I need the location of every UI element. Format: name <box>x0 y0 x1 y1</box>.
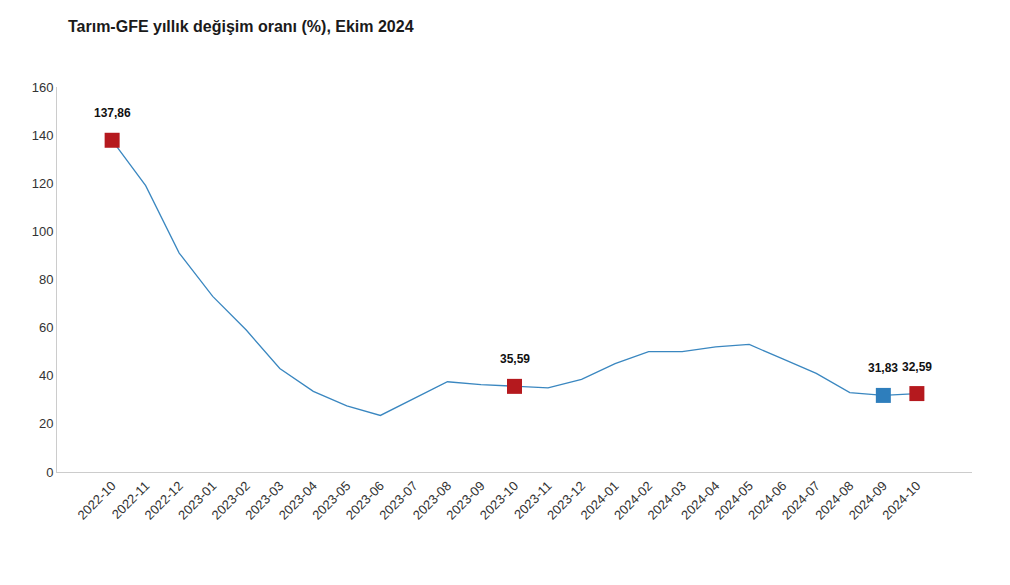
svg-text:160: 160 <box>32 80 54 95</box>
svg-text:2024-07: 2024-07 <box>779 478 823 522</box>
svg-text:2022-10: 2022-10 <box>74 478 118 522</box>
svg-text:2024-02: 2024-02 <box>611 478 655 522</box>
svg-text:140: 140 <box>32 128 54 143</box>
svg-text:120: 120 <box>32 176 54 191</box>
svg-text:2022-12: 2022-12 <box>142 478 186 522</box>
svg-text:2024-08: 2024-08 <box>812 478 856 522</box>
svg-text:2024-06: 2024-06 <box>745 478 789 522</box>
svg-text:2023-10: 2023-10 <box>477 478 521 522</box>
svg-text:35,59: 35,59 <box>500 352 530 366</box>
svg-text:137,86: 137,86 <box>94 106 131 120</box>
svg-text:40: 40 <box>39 368 53 383</box>
svg-text:2024-10: 2024-10 <box>879 478 923 522</box>
svg-text:2023-01: 2023-01 <box>175 478 219 522</box>
svg-text:2023-06: 2023-06 <box>343 478 387 522</box>
svg-text:Tarım-GFE yıllık değişim oranı: Tarım-GFE yıllık değişim oranı (%), Ekim… <box>68 18 414 35</box>
svg-text:2024-05: 2024-05 <box>712 478 756 522</box>
svg-text:2023-05: 2023-05 <box>309 478 353 522</box>
svg-text:2024-01: 2024-01 <box>577 478 621 522</box>
svg-text:2023-04: 2023-04 <box>276 478 320 522</box>
svg-text:2023-08: 2023-08 <box>410 478 454 522</box>
svg-text:20: 20 <box>39 416 53 431</box>
svg-text:2022-11: 2022-11 <box>109 478 153 522</box>
svg-text:32,59: 32,59 <box>902 360 932 374</box>
svg-text:80: 80 <box>39 272 53 287</box>
svg-text:2023-12: 2023-12 <box>544 478 588 522</box>
svg-text:2023-11: 2023-11 <box>511 478 555 522</box>
svg-text:2023-09: 2023-09 <box>443 478 487 522</box>
svg-text:31,83: 31,83 <box>868 361 898 375</box>
svg-text:2024-09: 2024-09 <box>846 478 890 522</box>
svg-text:2023-07: 2023-07 <box>376 478 420 522</box>
svg-text:0: 0 <box>46 465 53 480</box>
svg-text:2023-02: 2023-02 <box>209 478 253 522</box>
svg-text:2024-04: 2024-04 <box>678 478 722 522</box>
svg-text:60: 60 <box>39 320 53 335</box>
svg-text:2024-03: 2024-03 <box>645 478 689 522</box>
svg-text:2023-03: 2023-03 <box>242 478 286 522</box>
svg-text:100: 100 <box>32 224 54 239</box>
